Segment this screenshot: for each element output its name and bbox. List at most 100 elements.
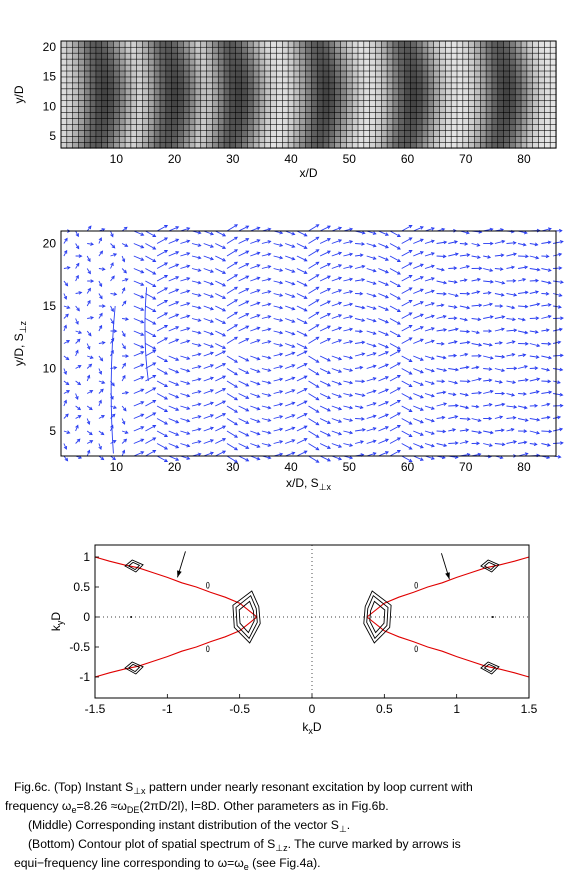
quiver-arrow <box>215 280 226 287</box>
heatmap-cell <box>410 112 417 119</box>
heatmap-cell <box>177 100 184 107</box>
heatmap-cell <box>247 64 254 72</box>
quiver-arrow <box>506 405 517 408</box>
quiver-arrow <box>133 376 144 382</box>
heatmap-cell <box>183 40 190 48</box>
quiver-arrow <box>180 380 190 385</box>
heatmap-cell <box>183 106 190 113</box>
heatmap-cell <box>282 46 289 54</box>
quiver-arrowhead <box>315 311 320 316</box>
quiver-arrow <box>63 355 69 360</box>
quiver-arrowhead <box>556 380 561 384</box>
heatmap-cell <box>439 118 446 125</box>
heatmap-cell <box>445 88 452 96</box>
heatmap-cell <box>212 52 219 60</box>
heatmap-cell <box>153 46 161 54</box>
heatmap-cell <box>188 82 196 90</box>
heatmap-cell <box>241 46 248 54</box>
quiver-arrow <box>378 280 389 286</box>
quiver-arrowhead <box>408 275 413 279</box>
quiver-arrowhead <box>338 431 343 436</box>
quiver-arrow <box>529 255 539 259</box>
heatmap-cell <box>148 58 155 66</box>
quiver-arrowhead <box>327 458 331 462</box>
heatmap-cell <box>514 40 522 48</box>
quiver-arrow <box>483 403 492 407</box>
quiver-arrow <box>459 366 469 369</box>
heatmap-cell <box>351 64 359 72</box>
quiver-arrow <box>86 288 91 294</box>
heatmap-cell <box>241 58 248 66</box>
quiver-arrow <box>75 243 80 249</box>
quiver-arrowhead <box>186 227 191 231</box>
quiver-arrow <box>203 243 214 248</box>
heatmap-cell <box>427 129 435 137</box>
quiver-arrowhead <box>152 437 157 441</box>
heatmap-cell <box>381 123 388 131</box>
heatmap-cell <box>270 46 278 54</box>
quiver-arrowhead <box>175 382 180 386</box>
heatmap-cell <box>159 88 167 96</box>
heatmap-cell <box>328 64 336 72</box>
quiver-arrow <box>180 302 190 307</box>
heatmap-cell <box>89 88 97 96</box>
heatmap-cell <box>456 135 464 143</box>
heatmap-cell <box>247 70 254 78</box>
quiver-arrowhead <box>327 225 331 229</box>
quiver-arrow <box>343 340 353 344</box>
quiver-arrowhead <box>547 227 552 231</box>
heatmap-cell <box>223 129 231 137</box>
quiver-arrow <box>215 243 226 249</box>
quiver-arrow <box>366 343 376 347</box>
quiver-arrow <box>378 293 389 299</box>
heatmap-cell <box>427 70 435 78</box>
heatmap-cell <box>392 70 400 78</box>
quiver-arrowhead <box>431 314 435 319</box>
heatmap-cell <box>363 40 371 48</box>
quiver-arrowhead <box>234 299 239 303</box>
quiver-arrow <box>168 313 179 319</box>
heatmap-cell <box>235 118 243 125</box>
quiver-arrow <box>215 255 226 262</box>
quiver-arrowhead <box>124 243 129 247</box>
heatmap-cell <box>316 58 324 66</box>
heatmap-cell <box>532 52 540 60</box>
quiver-arrowhead <box>397 375 401 379</box>
quiver-arrow <box>250 430 260 435</box>
quiver-arrow <box>110 305 114 312</box>
heatmap-cell <box>334 64 342 72</box>
quiver-arrow <box>156 325 168 332</box>
quiver-arrow <box>133 451 144 457</box>
quiver-arrowhead <box>315 396 320 401</box>
heatmap-cell <box>200 100 208 107</box>
caption-text: pattern under nearly resonant excitation… <box>145 780 473 794</box>
quiver-arrowhead <box>197 427 202 432</box>
quiver-arrowhead <box>536 267 541 272</box>
heatmap-cell <box>526 112 534 119</box>
quiver-arrow <box>366 268 376 272</box>
quiver-arrow <box>250 239 260 244</box>
quiver-arrowhead <box>256 369 261 373</box>
heatmap-cell <box>177 88 184 96</box>
quiver-arrowhead <box>557 454 562 459</box>
heatmap-cell <box>491 70 499 78</box>
heatmap-cell <box>217 106 225 113</box>
quiver-arrow <box>296 305 307 312</box>
caption-line-1: Fig.6c. (Top) Instant S⊥x pattern under … <box>14 778 564 797</box>
heatmap-cell <box>328 100 336 107</box>
heatmap-cell <box>346 118 353 125</box>
heatmap-cell <box>148 70 155 78</box>
quiver-arrow <box>156 393 168 400</box>
quiver-arrowhead <box>245 338 250 342</box>
quiver-arrowhead <box>315 446 320 451</box>
heatmap-cell <box>491 112 499 119</box>
quiver-arrow <box>331 227 342 232</box>
quiver-arrow <box>215 425 226 432</box>
quiver-arrowhead <box>279 230 284 235</box>
quiver-arrow <box>541 368 550 371</box>
heatmap-cell <box>264 129 272 137</box>
heatmap-cell <box>322 123 330 131</box>
heatmap-cell <box>462 52 470 60</box>
quiver-arrow <box>63 293 67 300</box>
